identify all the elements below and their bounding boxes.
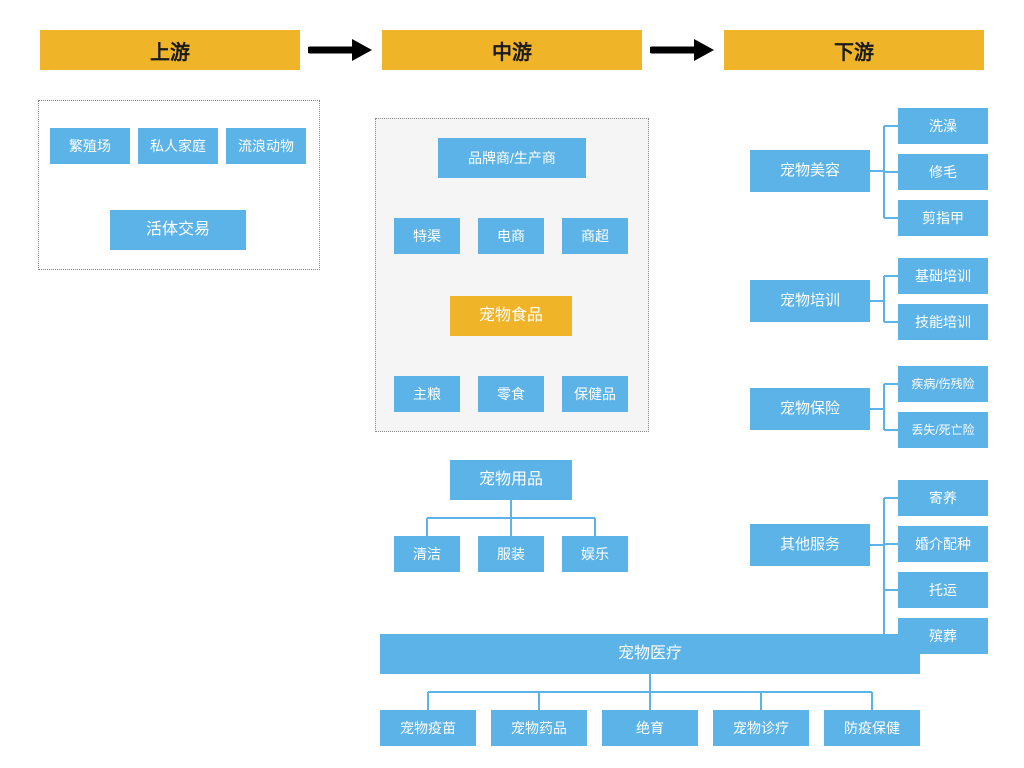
pet-training: 宠物培训 — [750, 280, 870, 322]
skill-training: 技能培训 — [898, 304, 988, 340]
clothing: 服装 — [478, 536, 544, 572]
cleaning: 清洁 — [394, 536, 460, 572]
arrow-icon — [308, 36, 374, 64]
other-services: 其他服务 — [750, 524, 870, 566]
pet-supplies: 宠物用品 — [450, 460, 572, 500]
staple-food: 主粮 — [394, 376, 460, 412]
downstream-header: 下游 — [724, 30, 984, 70]
boarding: 寄养 — [898, 480, 988, 516]
pet-diagnosis: 宠物诊疗 — [713, 710, 809, 746]
pet-insurance: 宠物保险 — [750, 388, 870, 430]
matchmaking: 婚介配种 — [898, 526, 988, 562]
pet-vaccine: 宠物疫苗 — [380, 710, 476, 746]
arrow-icon — [650, 36, 716, 64]
brand-mfr: 品牌商/生产商 — [438, 138, 586, 178]
private-family: 私人家庭 — [138, 128, 218, 164]
snacks: 零食 — [478, 376, 544, 412]
breeding-farm: 繁殖场 — [50, 128, 130, 164]
upstream-header: 上游 — [40, 30, 300, 70]
pet-grooming: 宠物美容 — [750, 150, 870, 192]
pet-medical: 宠物医疗 — [380, 634, 920, 674]
bathing: 洗澡 — [898, 108, 988, 144]
prevention: 防疫保健 — [824, 710, 920, 746]
shipping: 托运 — [898, 572, 988, 608]
neutering: 绝育 — [602, 710, 698, 746]
loss-ins: 丢失/死亡险 — [898, 412, 988, 448]
live-trade: 活体交易 — [110, 210, 246, 250]
disease-ins: 疾病/伤残险 — [898, 366, 988, 402]
special-channel: 特渠 — [394, 218, 460, 254]
trimming: 修毛 — [898, 154, 988, 190]
midstream-header: 中游 — [382, 30, 642, 70]
nail-clipping: 剪指甲 — [898, 200, 988, 236]
basic-training: 基础培训 — [898, 258, 988, 294]
stray-animals: 流浪动物 — [226, 128, 306, 164]
ecommerce: 电商 — [478, 218, 544, 254]
pet-food: 宠物食品 — [450, 296, 572, 336]
health-products: 保健品 — [562, 376, 628, 412]
entertainment: 娱乐 — [562, 536, 628, 572]
pet-medicine: 宠物药品 — [491, 710, 587, 746]
funeral: 殡葬 — [898, 618, 988, 654]
supermarket: 商超 — [562, 218, 628, 254]
